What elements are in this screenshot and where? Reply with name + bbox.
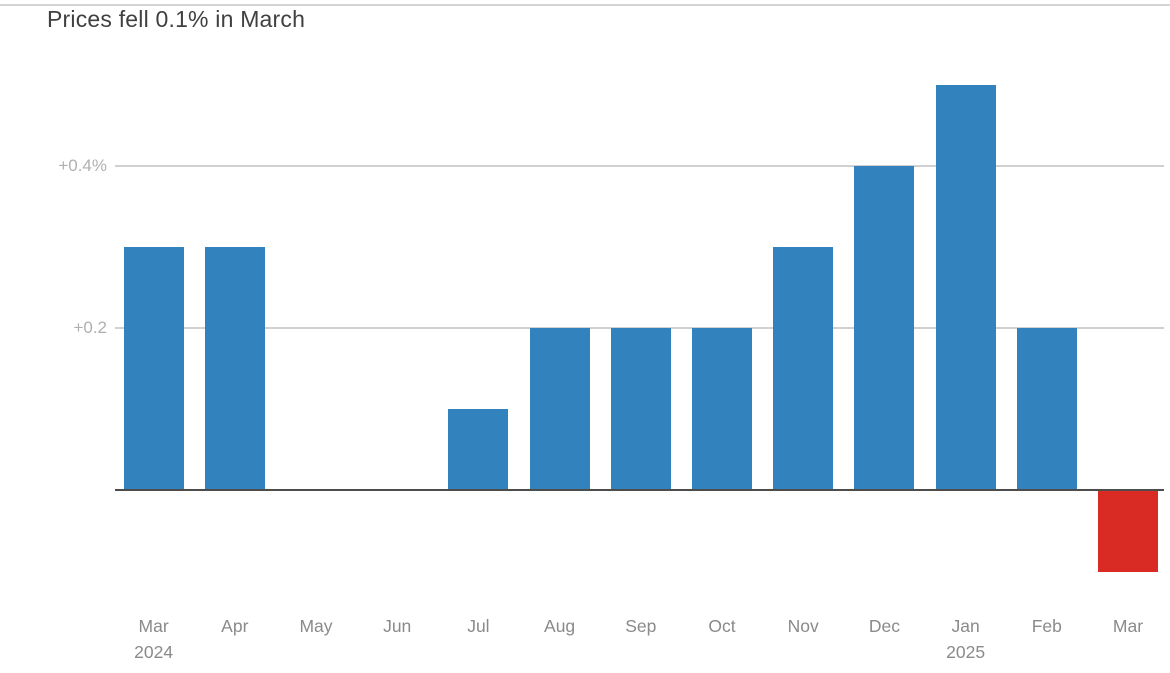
xtick-label-nov-8: Nov: [762, 613, 844, 639]
xtick-label-feb-11: Feb: [1006, 613, 1088, 639]
bar-dec-9: [854, 166, 915, 490]
gridline-0.4: [115, 165, 1164, 167]
year-label: 2025: [946, 642, 986, 662]
month-label: Oct: [708, 616, 736, 636]
month-label: Jun: [383, 616, 412, 636]
x-axis-baseline: [115, 489, 1164, 491]
bar-mar-0: [123, 247, 184, 490]
bar-mar-12: [1098, 491, 1158, 572]
xtick-label-mar-12: Mar: [1087, 613, 1169, 639]
xtick-label-jul-4: Jul: [437, 613, 519, 639]
bar-nov-8: [773, 247, 834, 490]
xtick-label-mar-0: Mar 2024: [113, 613, 195, 665]
year-label: 2024: [134, 642, 174, 662]
month-label: Mar: [138, 616, 169, 636]
bar-sep-6: [610, 328, 671, 490]
month-label: Aug: [544, 616, 576, 636]
chart-title: Prices fell 0.1% in March: [47, 6, 306, 32]
xtick-label-sep-6: Sep: [600, 613, 682, 639]
bar-jul-4: [448, 409, 509, 490]
xtick-label-aug-5: Aug: [519, 613, 601, 639]
bar-oct-7: [692, 328, 752, 490]
xtick-label-may-2: May: [275, 613, 357, 639]
bar-aug-5: [529, 328, 590, 490]
month-label: Feb: [1031, 616, 1062, 636]
month-label: Jan: [951, 616, 980, 636]
bar-feb-11: [1016, 328, 1077, 490]
xtick-label-jun-3: Jun: [356, 613, 438, 639]
top-border-rule: [0, 4, 1170, 6]
month-label: May: [299, 616, 333, 636]
xtick-label-apr-1: Apr: [194, 613, 276, 639]
xtick-label-jan-10: Jan 2025: [925, 613, 1007, 665]
xtick-label-oct-7: Oct: [681, 613, 763, 639]
month-label: Dec: [868, 616, 900, 636]
month-label: Apr: [221, 616, 249, 636]
month-label: Sep: [625, 616, 657, 636]
month-label: Jul: [467, 616, 490, 636]
bar-jan-10: [935, 85, 996, 490]
month-label: Nov: [787, 616, 819, 636]
ytick-label: +0.4%: [58, 156, 107, 175]
ytick-label: +0.2: [73, 318, 107, 337]
month-label: Mar: [1112, 616, 1144, 636]
bar-apr-1: [204, 247, 265, 490]
xtick-label-dec-9: Dec: [843, 613, 925, 639]
